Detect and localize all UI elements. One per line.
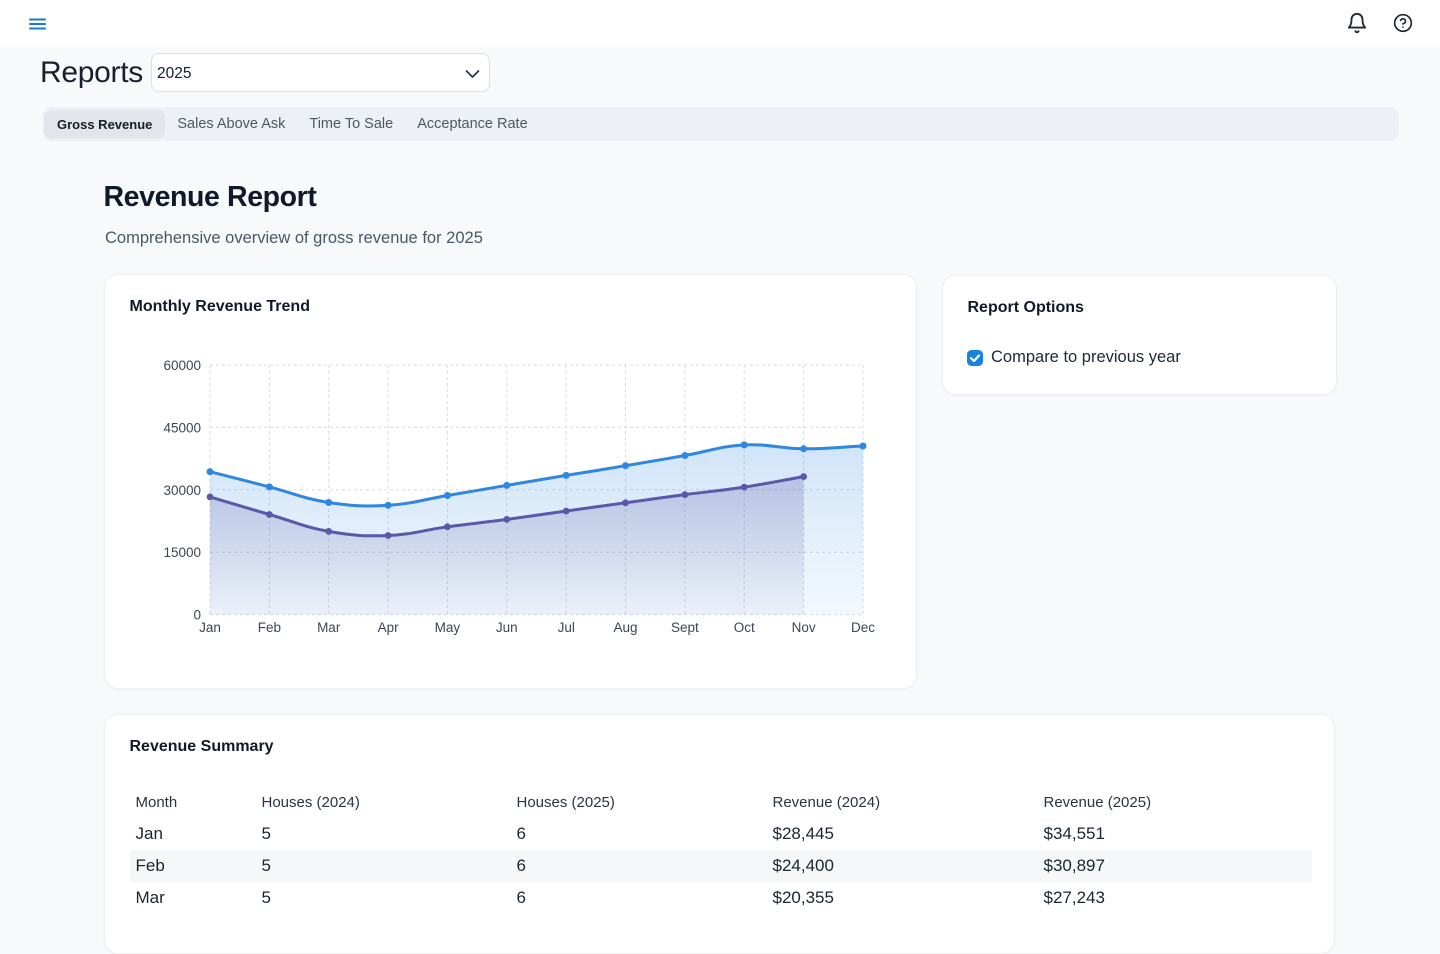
svg-text:Apr: Apr [378, 620, 400, 635]
svg-text:30000: 30000 [163, 483, 201, 498]
svg-text:Jan: Jan [199, 620, 221, 635]
svg-text:Aug: Aug [613, 620, 637, 635]
svg-text:Jul: Jul [558, 620, 575, 635]
svg-text:Dec: Dec [851, 620, 875, 635]
svg-text:Sept: Sept [671, 620, 699, 635]
svg-text:Nov: Nov [792, 620, 816, 635]
svg-text:60000: 60000 [163, 358, 201, 373]
svg-text:May: May [435, 620, 461, 635]
svg-text:Oct: Oct [734, 620, 755, 635]
svg-text:15000: 15000 [163, 545, 201, 560]
svg-text:Mar: Mar [317, 620, 341, 635]
svg-text:Jun: Jun [496, 620, 518, 635]
svg-text:45000: 45000 [163, 420, 201, 435]
svg-text:0: 0 [193, 608, 201, 623]
svg-text:Feb: Feb [258, 620, 281, 635]
